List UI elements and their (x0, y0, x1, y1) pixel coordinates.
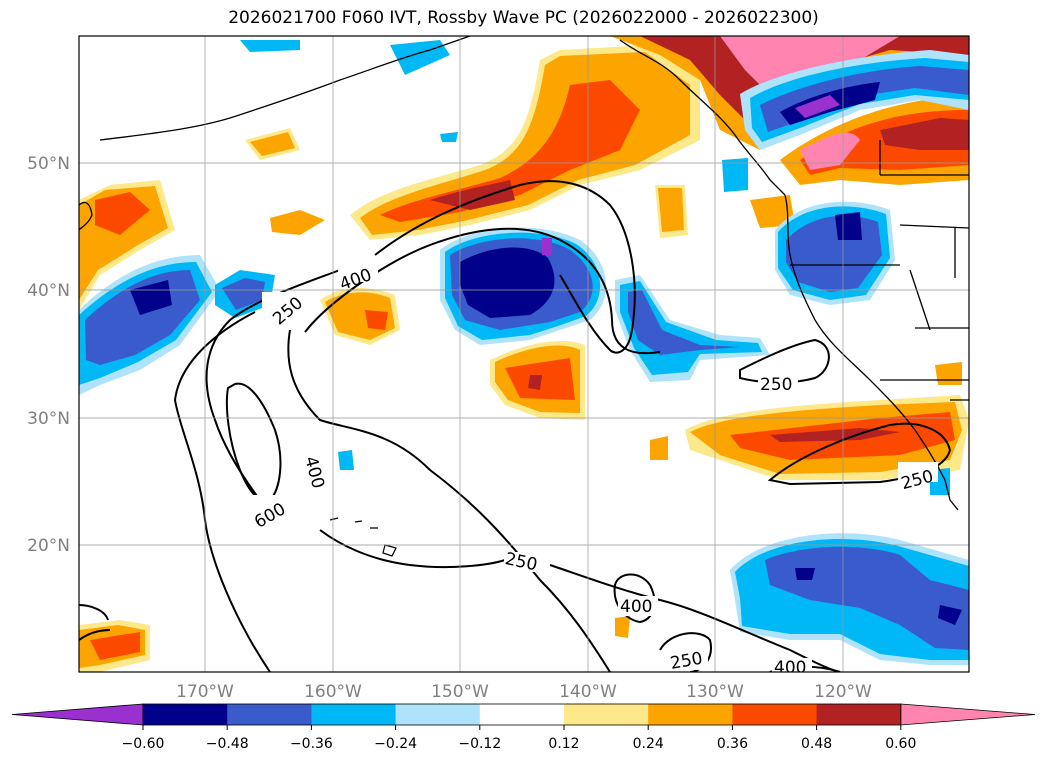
negative-anomaly-central (440, 227, 607, 345)
contour-250-main (173, 227, 841, 672)
colorbar-tick-label: −0.36 (290, 736, 333, 752)
negative-anomaly-southeast (240, 40, 969, 665)
colorbar-extend-min (11, 703, 144, 726)
contour-label: 250 (760, 375, 792, 395)
map-fields: 250 400 400 600 250 250 250 400 250 400 (79, 36, 969, 678)
lat-label: 40°N (27, 281, 70, 301)
colorbar-tick-label: −0.24 (374, 736, 417, 752)
contour-label: 400 (774, 658, 806, 678)
contour-label: 400 (620, 597, 652, 617)
colorbar-segment (479, 704, 565, 725)
coastlines (79, 36, 969, 511)
lat-label: 30°N (27, 409, 70, 429)
lat-label: 20°N (27, 536, 70, 556)
negative-anomaly-east (615, 50, 969, 495)
map-frame (78, 35, 970, 673)
colorbar-tick-label: 0.36 (717, 736, 748, 752)
lon-axis-labels: 170°W 160°W 150°W 140°W 130°W 120°W (176, 682, 872, 702)
colorbar-tick-label: −0.12 (458, 736, 501, 752)
colorbar: −0.60 −0.48 −0.36 −0.24 −0.12 0.12 0.24 0.36 0.4… (11, 703, 1036, 752)
positive-anomaly-ne-pacific (350, 45, 700, 240)
lat-label: 50°N (27, 154, 70, 174)
colorbar-segment (395, 704, 481, 725)
colorbar-segment (732, 704, 818, 725)
contour-label-group: 250 400 400 600 250 250 250 400 250 400 (250, 262, 938, 678)
lon-label: 150°W (431, 682, 489, 702)
colorbar-tick-label: 0.60 (885, 736, 916, 752)
positive-anomaly-bc (780, 95, 969, 185)
lat-axis-labels: 50°N 40°N 30°N 20°N (27, 154, 70, 556)
gridlines (79, 36, 969, 672)
colorbar-tick-label: 0.24 (633, 736, 664, 752)
colorbar-segment (227, 704, 312, 725)
colorbar-segment (648, 704, 733, 725)
hawaii-islands (329, 517, 397, 557)
lon-label: 130°W (686, 682, 744, 702)
colorbar-segment (143, 704, 228, 725)
colorbar-tick-label: −0.60 (122, 736, 165, 752)
chart-title: 2026021700 F060 IVT, Rossby Wave PC (202… (228, 8, 819, 28)
lon-label: 120°W (814, 682, 872, 702)
positive-anomaly-mid (490, 340, 585, 420)
contour-label: 250 (669, 649, 704, 674)
contour-400-main (205, 180, 636, 501)
lon-label: 140°W (559, 682, 617, 702)
lon-label: 170°W (176, 682, 234, 702)
colorbar-segment (564, 704, 649, 725)
colorbar-tick-label: −0.48 (206, 736, 249, 752)
colorbar-frame (142, 703, 902, 726)
colorbar-segment (311, 704, 397, 725)
colorbar-tick-label: 0.12 (548, 736, 579, 752)
colorbar-segment (816, 704, 902, 725)
contour-west (79, 604, 111, 641)
lon-label: 160°W (304, 682, 362, 702)
positive-anomaly-west (79, 128, 962, 672)
colorbar-extend-max (900, 703, 1036, 726)
colorbar-tick-label: 0.48 (801, 736, 832, 752)
